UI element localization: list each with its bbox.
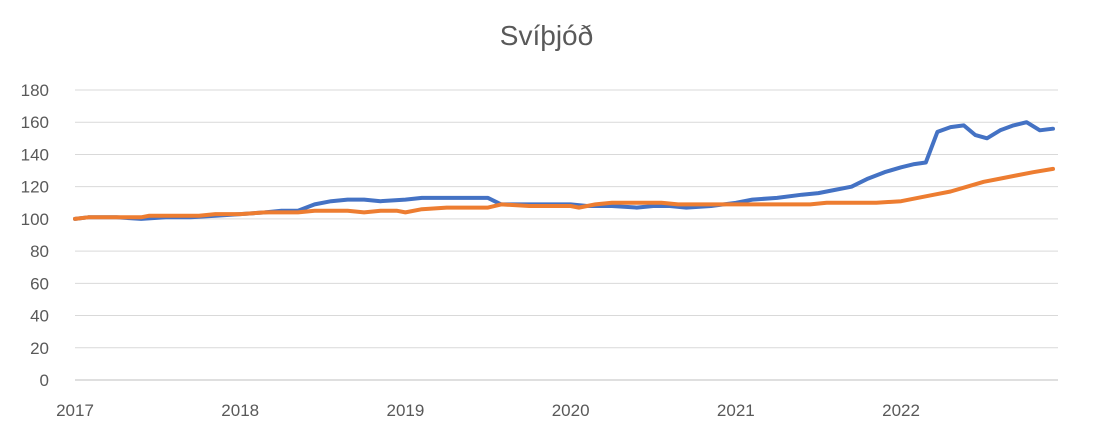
grid-layer [75, 89, 1058, 381]
x-tick-label: 2018 [221, 401, 259, 420]
series-line-2 [73, 166, 1055, 221]
x-tick-label: 2021 [717, 401, 755, 420]
y-tick-label: 60 [30, 274, 49, 293]
y-tick-label: 40 [30, 307, 49, 326]
y-tick-label: 80 [30, 242, 49, 261]
chart-title: Svíþjóð [499, 20, 594, 51]
y-tick-label: 0 [40, 371, 49, 390]
x-tick-label: 2017 [56, 401, 94, 420]
x-tick-label: 2020 [552, 401, 590, 420]
x-tick-label: 2019 [387, 401, 425, 420]
series-layer [73, 120, 1055, 221]
x-tick-label: 2022 [882, 401, 920, 420]
y-tick-label: 120 [21, 178, 49, 197]
y-axis-ticks: 0 20 40 60 80 100 120 140 160 180 [21, 81, 49, 390]
y-tick-label: 160 [21, 113, 49, 132]
y-tick-label: 140 [21, 145, 49, 164]
y-tick-label: 180 [21, 81, 49, 100]
y-tick-label: 20 [30, 339, 49, 358]
y-tick-label: 100 [21, 210, 49, 229]
x-axis-ticks: 2017 2018 2019 2020 2021 2022 [56, 401, 920, 420]
